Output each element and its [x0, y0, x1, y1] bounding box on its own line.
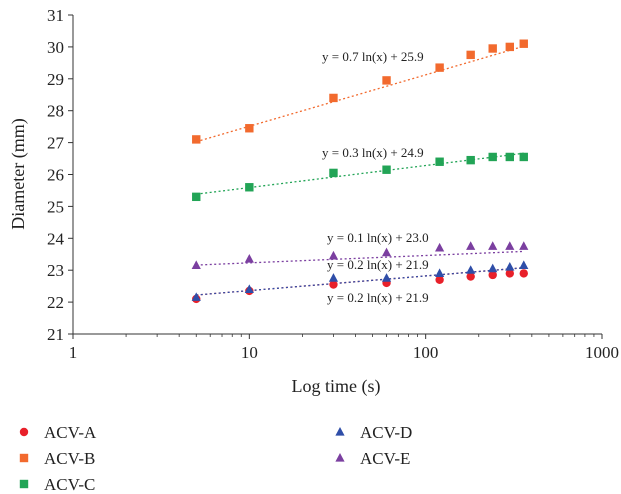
data-point-acv-b	[488, 44, 497, 53]
x-axis-title: Log time (s)	[292, 376, 381, 397]
y-tick-label: 30	[47, 38, 64, 57]
data-point-acv-b	[192, 135, 201, 144]
data-point-acv-d	[381, 273, 392, 282]
equation-labels: y = 0.2 ln(x) + 21.9 y = 0.7 ln(x) + 25.9…	[322, 49, 429, 305]
data-point-acv-e	[488, 241, 498, 250]
legend-marker-acv-d	[335, 427, 345, 436]
data-point-acv-c	[192, 192, 201, 202]
axes: 21 22 23 24 25 26 27 28 29 30 31 1 10 100 1000	[47, 6, 619, 362]
data-point-acv-c	[382, 165, 391, 174]
data-point-acv-a	[435, 275, 444, 284]
legend-label: ACV-C	[44, 475, 95, 494]
data-point-acv-b	[466, 50, 475, 60]
data-point-acv-b	[382, 76, 391, 85]
legend-marker-acv-a	[19, 427, 29, 437]
data-point-acv-e	[244, 254, 254, 263]
trend-equation-acv-b: y = 0.7 ln(x) + 25.9	[322, 49, 424, 64]
data-point-acv-e	[519, 241, 529, 250]
y-tick-label: 27	[47, 134, 65, 153]
data-point-acv-b	[329, 93, 338, 103]
data-point-acv-a	[329, 280, 338, 289]
data-point-acv-d	[191, 292, 201, 301]
x-tick-label: 1000	[585, 343, 619, 362]
legend-item-acv-c: ACV-C	[19, 475, 95, 494]
trend-equation-acv-d: y = 0.2 ln(x) + 21.9	[327, 257, 429, 272]
y-tick-label: 24	[47, 229, 65, 248]
data-point-acv-c	[466, 155, 475, 165]
legend-item-acv-a: ACV-A	[19, 423, 97, 442]
y-tick-label: 23	[47, 261, 64, 280]
legend: ACV-A ACV-B ACV-C ACV-D ACV-E	[19, 423, 412, 494]
data-point-acv-d	[328, 273, 339, 282]
data-point-acv-b	[435, 63, 444, 72]
data-point-acv-d	[488, 263, 498, 273]
legend-label: ACV-D	[360, 423, 412, 442]
trendline-acv-e	[196, 250, 524, 266]
data-point-acv-c	[329, 168, 338, 178]
data-point-acv-e	[435, 242, 445, 252]
data-point-acv-d	[435, 268, 445, 277]
x-tick-label: 100	[413, 343, 439, 362]
data-point-acv-e	[191, 260, 201, 270]
y-tick-label: 28	[47, 102, 64, 121]
legend-label: ACV-E	[360, 449, 410, 468]
y-tick-label: 25	[47, 197, 64, 216]
legend-marker-acv-e	[335, 453, 345, 462]
data-point-acv-b	[245, 124, 254, 133]
trend-equation-acv-c: y = 0.3 ln(x) + 24.9	[322, 145, 424, 160]
legend-label: ACV-B	[44, 449, 95, 468]
legend-item-acv-b: ACV-B	[19, 449, 95, 468]
data-point-acv-a	[519, 269, 528, 278]
data-point-acv-d	[519, 260, 529, 270]
x-tick-label: 1	[69, 343, 78, 362]
y-axis-title: Diameter (mm)	[8, 118, 29, 229]
data-point-acv-c	[245, 183, 254, 192]
y-tick-label: 31	[47, 6, 64, 25]
y-tick-label: 21	[47, 325, 64, 344]
data-point-acv-a	[488, 270, 497, 280]
trend-equation-acv-e: y = 0.1 ln(x) + 23.0	[327, 230, 429, 245]
legend-label: ACV-A	[44, 423, 97, 442]
data-point-acv-e	[381, 247, 392, 257]
data-point-acv-a	[505, 269, 514, 278]
data-point-acv-c	[519, 152, 528, 162]
trend-equation-acv-a: y = 0.2 ln(x) + 21.9	[327, 290, 429, 305]
y-tick-label: 26	[47, 166, 64, 185]
data-point-acv-d	[505, 262, 515, 271]
data-point-acv-c	[435, 157, 444, 166]
data-point-acv-b	[505, 42, 514, 52]
data-point-acv-c	[488, 152, 497, 162]
y-tick-label: 29	[47, 70, 64, 89]
trendline-acv-b	[196, 45, 524, 143]
legend-marker-acv-b	[19, 453, 29, 463]
legend-marker-acv-c	[19, 479, 29, 489]
data-point-acv-e	[505, 241, 515, 250]
data-point-acv-e	[328, 250, 339, 260]
legend-item-acv-d: ACV-D	[335, 423, 412, 442]
data-points	[191, 39, 529, 304]
data-point-acv-a	[466, 272, 475, 281]
legend-item-acv-e: ACV-E	[335, 449, 410, 468]
data-point-acv-d	[466, 265, 476, 274]
y-tick-label: 22	[47, 293, 64, 312]
x-tick-label: 10	[241, 343, 258, 362]
data-point-acv-c	[505, 152, 514, 162]
data-point-acv-e	[466, 241, 476, 250]
data-point-acv-d	[244, 284, 254, 293]
data-point-acv-b	[519, 39, 528, 48]
